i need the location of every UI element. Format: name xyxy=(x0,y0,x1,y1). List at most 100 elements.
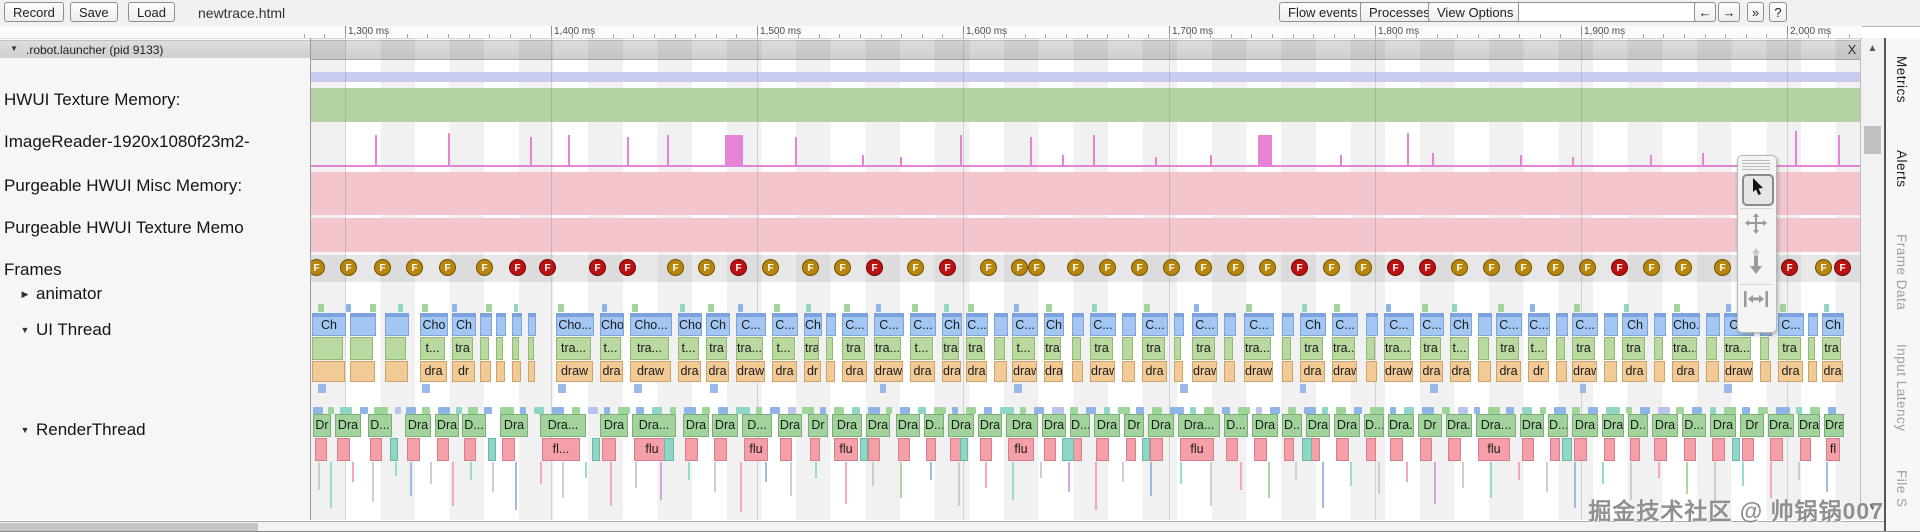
slice[interactable] xyxy=(1086,407,1096,414)
find-previous-button[interactable]: ← xyxy=(1694,2,1716,22)
slice-choreographer[interactable] xyxy=(1654,313,1666,336)
slice-drawframes[interactable]: Dra xyxy=(832,414,862,437)
slice-flush[interactable] xyxy=(464,438,476,461)
slice-drawframes[interactable]: Dra xyxy=(335,414,361,437)
slice-choreographer[interactable]: Cho xyxy=(678,313,702,336)
frame-marker[interactable]: F xyxy=(589,259,606,276)
slice-drawframes[interactable]: Dra xyxy=(1710,414,1736,437)
slice-drawframes[interactable]: Dra... xyxy=(1446,414,1472,437)
frame-marker[interactable]: F xyxy=(340,259,357,276)
animator-slice[interactable] xyxy=(1144,304,1150,312)
slice-draw[interactable]: draw xyxy=(1332,361,1357,382)
slice-flush[interactable] xyxy=(1254,438,1267,461)
slice-group[interactable]: Ch tra dr xyxy=(804,313,822,383)
slice[interactable] xyxy=(360,407,368,414)
animator-slice[interactable] xyxy=(1422,304,1428,312)
animator-slice[interactable] xyxy=(944,304,949,312)
slice[interactable] xyxy=(1742,407,1750,414)
slice-group[interactable]: Cho t... dra xyxy=(600,313,624,383)
slice-choreographer[interactable]: Ch xyxy=(1822,313,1844,336)
collapse-arrow-icon[interactable]: ▼ xyxy=(10,44,18,53)
slice[interactable] xyxy=(1034,407,1044,414)
slice-drawframes[interactable]: Dra xyxy=(1572,414,1598,437)
slice-traversal[interactable]: tra xyxy=(1778,337,1801,360)
slice-flush[interactable] xyxy=(437,438,449,461)
slice-traversal[interactable]: t... xyxy=(1450,337,1469,360)
help-button[interactable]: ? xyxy=(1769,2,1787,22)
find-next-button[interactable]: → xyxy=(1718,2,1740,22)
slice[interactable] xyxy=(1692,407,1702,414)
slice-drawframes[interactable]: Dr xyxy=(1124,414,1144,437)
slice-traversal[interactable] xyxy=(1760,337,1769,360)
slice-draw[interactable] xyxy=(496,361,505,382)
animator-slice[interactable] xyxy=(422,304,428,312)
slice[interactable] xyxy=(588,407,598,414)
slice-choreographer[interactable] xyxy=(1174,313,1184,336)
slice[interactable] xyxy=(1118,407,1130,414)
expand-arrow-icon[interactable]: ▶ xyxy=(21,289,29,299)
slice-choreographer[interactable]: C... xyxy=(966,313,988,336)
collapse-arrow-icon[interactable]: ▼ xyxy=(20,425,30,435)
slice-traversal[interactable] xyxy=(1282,337,1291,360)
animator-slice[interactable] xyxy=(844,304,850,312)
vertical-scrollbar[interactable]: ▲ ▼ xyxy=(1860,38,1885,520)
slice-flush[interactable] xyxy=(602,438,616,461)
slice-choreographer[interactable]: Cho... xyxy=(556,313,594,336)
slice[interactable] xyxy=(736,407,750,414)
slice-drawframes[interactable]: Dra... xyxy=(1476,414,1516,437)
slice[interactable] xyxy=(484,407,492,414)
slice-traversal[interactable]: t... xyxy=(1528,337,1547,360)
slice[interactable] xyxy=(1052,407,1064,414)
slice[interactable] xyxy=(1014,384,1022,393)
slice[interactable] xyxy=(1370,407,1384,414)
slice-group[interactable]: C... tra dra xyxy=(1420,313,1444,383)
slice-traversal[interactable] xyxy=(1604,337,1615,360)
frame-marker[interactable]: F xyxy=(1387,259,1404,276)
slice[interactable] xyxy=(558,384,566,393)
slice[interactable] xyxy=(636,407,644,414)
slice-flush[interactable] xyxy=(1126,438,1136,461)
slice-group[interactable]: C...tra...draw xyxy=(736,313,766,383)
slice-group[interactable]: C... t... dra xyxy=(910,313,936,383)
animator-slice[interactable] xyxy=(708,304,714,312)
slice-draw[interactable] xyxy=(1174,361,1183,382)
slice-drawframes[interactable]: D... xyxy=(1548,414,1568,437)
slice-traversal[interactable]: tra xyxy=(706,337,727,360)
slice[interactable] xyxy=(934,407,946,414)
animator-slice[interactable] xyxy=(1246,304,1252,312)
slice[interactable] xyxy=(374,407,388,414)
slice-draw[interactable] xyxy=(1072,361,1083,382)
slice-choreographer[interactable]: C... xyxy=(842,313,868,336)
slice-traversal[interactable]: tra xyxy=(1572,337,1595,360)
slice-choreographer[interactable]: C... xyxy=(874,313,904,336)
slice[interactable] xyxy=(534,407,544,414)
slice-drawframes[interactable]: Dra xyxy=(1252,414,1278,437)
slice-drawframes[interactable]: Dra xyxy=(1824,414,1844,437)
slice[interactable] xyxy=(886,407,892,414)
slice-drawframes[interactable]: Dra xyxy=(600,414,628,437)
slice-traversal[interactable] xyxy=(1122,337,1133,360)
drag-handle-icon[interactable] xyxy=(1742,160,1770,170)
slice[interactable] xyxy=(770,407,780,414)
slice-group[interactable]: Cho... tra... draw xyxy=(630,313,672,383)
slice-drawframes[interactable]: D... xyxy=(368,414,392,437)
slice-draw[interactable]: dra xyxy=(1778,361,1803,382)
slice-draw[interactable]: dra xyxy=(842,361,867,382)
tab-input-latency[interactable]: Input Latency xyxy=(1894,344,1909,432)
slice-choreographer[interactable] xyxy=(1282,313,1294,336)
slice-draw[interactable] xyxy=(994,361,1007,382)
slice-draw[interactable]: dra xyxy=(1450,361,1471,382)
slice[interactable] xyxy=(966,407,976,414)
frame-marker[interactable]: F xyxy=(1099,259,1116,276)
track-label-animator[interactable]: ▶ animator xyxy=(14,284,103,304)
slice-group[interactable]: Ch t... dra xyxy=(1450,313,1472,383)
slice-choreographer[interactable] xyxy=(528,313,536,336)
slice[interactable] xyxy=(1488,407,1500,414)
frame-marker[interactable]: F xyxy=(539,259,556,276)
slice-flush[interactable] xyxy=(1742,438,1754,461)
slice[interactable] xyxy=(1422,407,1434,414)
slice[interactable] xyxy=(1562,438,1572,461)
slice[interactable] xyxy=(488,438,496,461)
slice-traversal[interactable]: tra... xyxy=(1384,337,1411,360)
slice-draw[interactable] xyxy=(512,361,521,382)
